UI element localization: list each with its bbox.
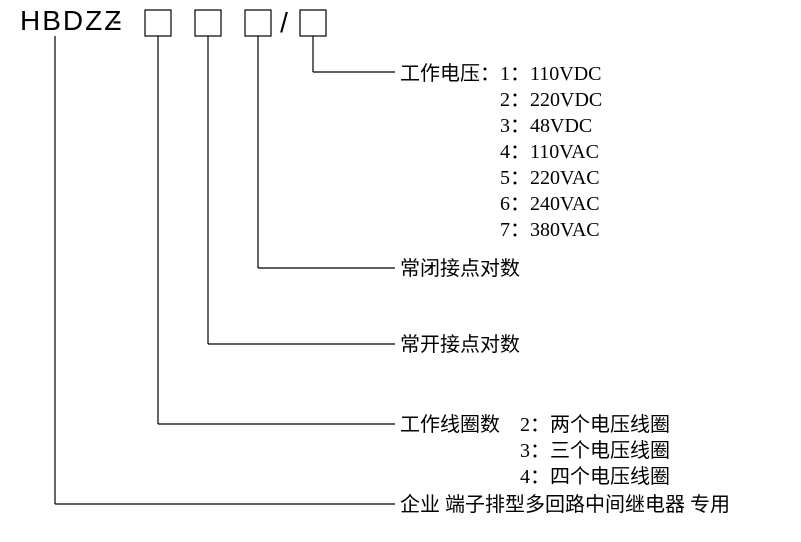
coils-opt-2: 3：三个电压线圈 (520, 439, 670, 462)
label-coils: 工作线圈数 (400, 413, 500, 436)
placeholder-box-2 (195, 10, 221, 36)
voltage-opt-2: 2：220VDC (500, 89, 602, 111)
placeholder-box-4 (300, 10, 326, 36)
coils-opt-1: 2：两个电压线圈 (520, 413, 670, 436)
model-decoder-diagram: HBDZZ - / 工作电压： 1：110VDC 2：220VDC 3：48VD… (0, 0, 801, 542)
dash: - (112, 5, 123, 36)
voltage-opt-3: 3：48VDC (500, 115, 592, 137)
voltage-opt-1: 1：110VDC (500, 63, 601, 85)
label-enterprise: 企业 端子排型多回路中间继电器 专用 (400, 493, 730, 516)
coils-opt-3: 4：四个电压线圈 (520, 465, 670, 488)
label-nc: 常闭接点对数 (400, 257, 520, 280)
placeholder-box-3 (245, 10, 271, 36)
voltage-opt-5: 5：220VAC (500, 167, 600, 189)
placeholder-box-1 (145, 10, 171, 36)
label-voltage: 工作电压： (400, 62, 500, 85)
model-prefix: HBDZZ (20, 5, 123, 36)
slash: / (280, 7, 290, 38)
label-no: 常开接点对数 (400, 333, 520, 356)
voltage-opt-4: 4：110VAC (500, 141, 599, 163)
voltage-opt-7: 7：380VAC (500, 219, 600, 241)
voltage-opt-6: 6：240VAC (500, 193, 600, 215)
